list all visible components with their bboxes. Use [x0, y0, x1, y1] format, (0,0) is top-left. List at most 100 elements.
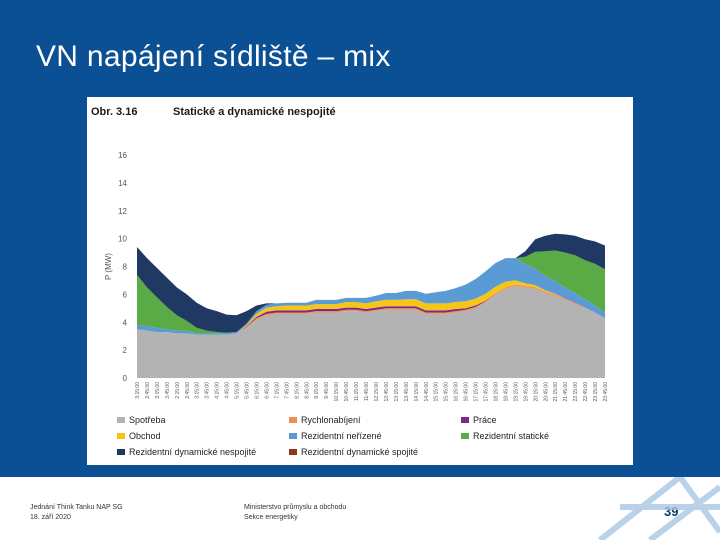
x-tick-label: 13:45:00 — [404, 382, 410, 402]
x-tick-label: 3:45:00 — [165, 382, 171, 399]
x-tick-label: 5:45:00 — [245, 382, 251, 399]
x-tick-label: 6:45:00 — [264, 382, 270, 399]
area-series-pr-ce — [137, 284, 605, 335]
x-tick-label: 19:45:00 — [523, 382, 529, 402]
legend-swatch — [289, 433, 297, 439]
footer-section: Sekce energetiky — [244, 514, 298, 521]
footer-ministry: Ministerstvo průmyslu a obchodu — [244, 504, 347, 511]
chart: 0 2 4 6 8 10 12 14 16 P (MW) 3:15:00 2:45:00 3:15:00… — [104, 151, 609, 402]
y-tick-label: 10 — [118, 235, 127, 244]
legend-label: Práce — [473, 415, 497, 425]
x-tick-label: 2:15:00 — [175, 382, 181, 399]
x-tick-label: 2:45:00 — [145, 382, 151, 399]
y-tick-label: 6 — [123, 290, 128, 299]
x-tick-label: 20:45:00 — [543, 382, 549, 402]
x-tick-label: 23:15:00 — [593, 382, 599, 402]
legend-swatch — [461, 417, 469, 423]
footer-organization: Ministerstvo průmyslu a obchodu Sekce en… — [244, 503, 346, 523]
legend-swatch — [289, 449, 297, 455]
y-tick-label: 12 — [118, 207, 127, 216]
y-tick-label: 0 — [123, 374, 128, 383]
x-tick-label: 23:45:00 — [603, 382, 609, 402]
figure-label: Obr. 3.16 — [91, 106, 138, 118]
y-axis-label: P (MW) — [104, 253, 113, 280]
x-tick-label: 7:15:00 — [274, 382, 280, 399]
legend-label: Rezidentní neřízené — [301, 431, 382, 441]
legend-item-rezidentni-dynamicke-nespojite: Rezidentní dynamické nespojité — [117, 447, 256, 457]
x-tick-label: 7:45:00 — [284, 382, 290, 399]
area-series-rezidentn-ne-zen- — [137, 258, 605, 335]
x-tick-label: 12:15:00 — [374, 382, 380, 402]
y-tick-label: 16 — [118, 151, 127, 160]
x-tick-label: 21:45:00 — [563, 382, 569, 402]
legend-item-spotreba: Spotřeba — [117, 415, 166, 425]
x-tick-label: 18:15:00 — [494, 382, 500, 402]
footer-event-name: Jednání Think Tanku NAP SG — [30, 504, 123, 511]
x-tick-label: 3:15:00 — [135, 382, 141, 399]
figure-panel: Obr. 3.16 Statické a dynamické nespojité… — [87, 97, 633, 465]
y-tick-label: 2 — [123, 346, 128, 355]
x-tick-label: 22:45:00 — [583, 382, 589, 402]
footer-date: 18. září 2020 — [30, 514, 71, 521]
legend-label: Rezidentní statické — [473, 431, 550, 441]
legend-swatch — [289, 417, 297, 423]
x-tick-label: 10:45:00 — [344, 382, 350, 402]
legend-item-rychlonabijeni: Rychlonabíjení — [289, 415, 361, 425]
x-tick-label: 17:45:00 — [484, 382, 490, 402]
legend-item-rezidentni-nerizene: Rezidentní neřízené — [289, 431, 382, 441]
x-tick-label: 5:15:00 — [235, 382, 241, 399]
decorative-network-graphic — [598, 477, 720, 540]
x-tick-label: 14:45:00 — [424, 382, 430, 402]
x-tick-label: 8:15:00 — [294, 382, 300, 399]
x-tick-label: 20:15:00 — [533, 382, 539, 402]
legend-swatch — [461, 433, 469, 439]
legend-label: Obchod — [129, 431, 161, 441]
x-tick-label: 14:15:00 — [414, 382, 420, 402]
x-tick-label: 10:15:00 — [334, 382, 340, 402]
legend-swatch — [117, 449, 125, 455]
x-tick-label: 18:45:00 — [503, 382, 509, 402]
x-tick-label: 19:15:00 — [513, 382, 519, 402]
x-tick-label: 13:15:00 — [394, 382, 400, 402]
legend-item-prace: Práce — [461, 415, 497, 425]
x-tick-label: 22:15:00 — [573, 382, 579, 402]
x-tick-label: 4:15:00 — [215, 382, 221, 399]
x-tick-label: 4:45:00 — [225, 382, 231, 399]
x-tick-label: 8:45:00 — [304, 382, 310, 399]
x-tick-label: 15:45:00 — [444, 382, 450, 402]
legend-label: Spotřeba — [129, 415, 166, 425]
x-tick-label: 12:45:00 — [384, 382, 390, 402]
x-tick-label: 9:45:00 — [324, 382, 330, 399]
x-tick-label: 3:15:00 — [195, 382, 201, 399]
area-series-spot-eba — [137, 286, 605, 378]
x-tick-label: 2:45:00 — [185, 382, 191, 399]
legend-label: Rychlonabíjení — [301, 415, 361, 425]
legend-swatch — [117, 433, 125, 439]
x-tick-label: 16:45:00 — [464, 382, 470, 402]
legend-item-rezidentni-dynamicke-spojite: Rezidentní dynamické spojité — [289, 447, 418, 457]
legend-label: Rezidentní dynamické nespojité — [129, 447, 257, 457]
y-tick-label: 4 — [123, 318, 128, 327]
x-tick-label: 17:15:00 — [474, 382, 480, 402]
y-tick-label: 8 — [123, 263, 128, 272]
area-series-rezidentn-statick- — [137, 250, 605, 334]
chart-title: Statické a dynamické nespojité — [173, 106, 336, 118]
legend-swatch — [117, 417, 125, 423]
legend-item-rezidentni-staticke: Rezidentní statické — [461, 431, 549, 441]
area-series-rezidentn-dynamick-nespojit- — [137, 233, 605, 333]
footer-event: Jednání Think Tanku NAP SG 18. září 2020 — [30, 503, 123, 523]
x-tick-label: 16:15:00 — [454, 382, 460, 402]
x-tick-label: 11:45:00 — [364, 382, 370, 401]
legend-label: Rezidentní dynamické spojité — [301, 447, 419, 457]
x-tick-label: 3:15:00 — [155, 382, 161, 399]
x-tick-label: 6:15:00 — [255, 382, 261, 399]
slide-title: VN napájení sídliště – mix — [36, 40, 391, 73]
x-tick-label: 21:15:00 — [553, 382, 559, 402]
x-tick-label: 15:15:00 — [434, 382, 440, 402]
legend-item-obchod: Obchod — [117, 431, 161, 441]
x-tick-label: 3:45:00 — [205, 382, 211, 399]
x-tick-label: 11:15:00 — [354, 382, 360, 401]
area-series-obchod — [137, 280, 605, 335]
y-tick-label: 14 — [118, 179, 127, 188]
x-tick-label: 9:15:00 — [314, 382, 320, 399]
